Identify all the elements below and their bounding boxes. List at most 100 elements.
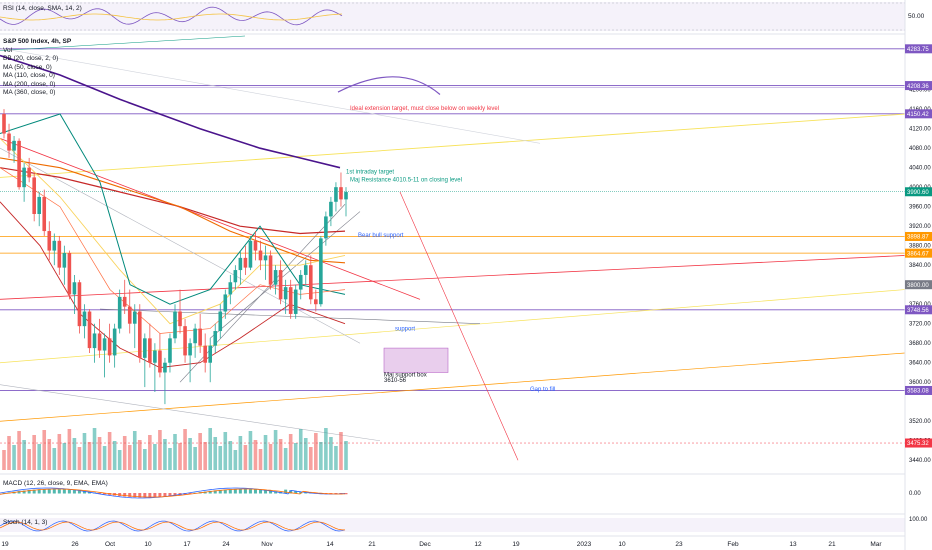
volume-bar xyxy=(97,437,102,470)
volume-bar xyxy=(324,428,328,470)
volume-bar xyxy=(173,434,177,470)
bb-upper xyxy=(0,113,346,305)
time-tick: 10 xyxy=(144,541,152,548)
bb-lower xyxy=(0,201,346,369)
trend-line xyxy=(209,211,361,339)
volume-bar xyxy=(223,432,228,470)
volume-bar xyxy=(22,440,26,470)
candle xyxy=(17,140,21,188)
price-tick: 4080.00 xyxy=(909,146,931,152)
time-tick: 21 xyxy=(828,541,836,548)
candle xyxy=(102,338,107,351)
candle xyxy=(107,338,112,356)
macd-histogram-bar xyxy=(2,493,6,494)
candle xyxy=(82,311,87,327)
volume-bar xyxy=(329,437,333,470)
price-badge xyxy=(905,280,932,290)
price-badge-label: 3748.56 xyxy=(907,308,929,314)
candle xyxy=(168,338,172,363)
candle xyxy=(319,238,323,305)
macd-histogram-bar xyxy=(17,491,21,494)
macd-histogram-bar xyxy=(228,489,232,494)
candle xyxy=(213,331,218,346)
candle xyxy=(158,350,162,373)
stoch-k-line xyxy=(0,520,346,532)
volume-bar xyxy=(213,437,218,470)
candle xyxy=(132,311,137,324)
volume-bar xyxy=(158,430,162,470)
volume-bar xyxy=(87,442,92,470)
macd-histogram-bar xyxy=(233,489,237,494)
candle xyxy=(2,114,6,134)
legend-item-ma50: MA (50, close, 0) xyxy=(3,63,52,71)
macd-histogram-bar xyxy=(274,491,278,494)
volume-bar xyxy=(132,431,137,470)
macd-tick: 0.00 xyxy=(909,491,921,497)
trend-line xyxy=(0,384,381,442)
candle xyxy=(143,338,147,358)
candle xyxy=(12,140,16,151)
price-tick: 3920.00 xyxy=(909,224,931,230)
time-tick: 23 xyxy=(675,541,683,548)
trend-line xyxy=(399,191,519,461)
volume-bar xyxy=(293,443,298,470)
candle xyxy=(97,333,102,351)
candle xyxy=(203,345,207,363)
rsi-band xyxy=(0,2,905,31)
time-tick: Dec xyxy=(419,541,431,548)
candle xyxy=(77,282,82,327)
candle xyxy=(288,287,293,314)
macd-histogram-bar xyxy=(259,489,262,494)
candle xyxy=(228,282,233,295)
price-badge-label: 3990.60 xyxy=(907,190,929,196)
macd-histogram-bar xyxy=(118,493,122,497)
macd-histogram-bar xyxy=(253,489,257,494)
macd-histogram-bar xyxy=(77,490,81,494)
macd-histogram-bar xyxy=(72,490,76,494)
volume-bar xyxy=(52,448,57,470)
volume-bar xyxy=(178,443,182,470)
trend-line xyxy=(99,308,481,325)
macd-histogram-bar xyxy=(103,493,107,495)
price-badge xyxy=(905,438,932,448)
volume-bar xyxy=(112,441,117,470)
price-badge-label: 3864.67 xyxy=(907,251,929,257)
annotation-4: support xyxy=(395,327,415,333)
candle xyxy=(248,240,253,268)
volume-bar xyxy=(308,447,313,470)
price-tick: 3440.00 xyxy=(909,458,931,464)
candle xyxy=(148,338,152,363)
time-axis: 19 26 Oct 10 17 24 Nov 14 21 Dec 12 19 2023 10 23 Feb 13… xyxy=(1,541,882,548)
candle xyxy=(42,196,47,232)
volume-bar xyxy=(102,446,107,470)
trend-line xyxy=(179,204,346,383)
volume-bar xyxy=(148,435,152,470)
macd-histogram-bar xyxy=(62,489,66,494)
candle xyxy=(72,282,77,295)
macd-histogram-bar xyxy=(82,491,86,494)
volume-bar xyxy=(188,438,192,470)
volume-bar xyxy=(238,436,243,470)
volume-bar xyxy=(137,440,142,470)
price-tick: 3640.00 xyxy=(909,361,931,367)
macd-histogram-bar xyxy=(223,489,227,494)
stoch-pane: 100.00 xyxy=(0,517,928,532)
candle xyxy=(117,296,122,329)
candle xyxy=(122,296,127,307)
volume-bar xyxy=(57,434,62,470)
candle xyxy=(314,299,318,305)
candle xyxy=(334,187,338,202)
volume-bar xyxy=(67,429,72,470)
macd-histogram-bar xyxy=(284,489,288,494)
volume-bar xyxy=(122,436,127,470)
volume-bar xyxy=(248,431,253,470)
volume-bar xyxy=(7,436,11,470)
volume-bar xyxy=(82,433,87,470)
candle xyxy=(52,240,57,251)
macd-histogram-bar xyxy=(168,493,172,497)
macd-histogram-bar xyxy=(47,489,51,494)
macd-histogram-bar xyxy=(153,493,157,498)
volume-bar xyxy=(208,428,213,470)
